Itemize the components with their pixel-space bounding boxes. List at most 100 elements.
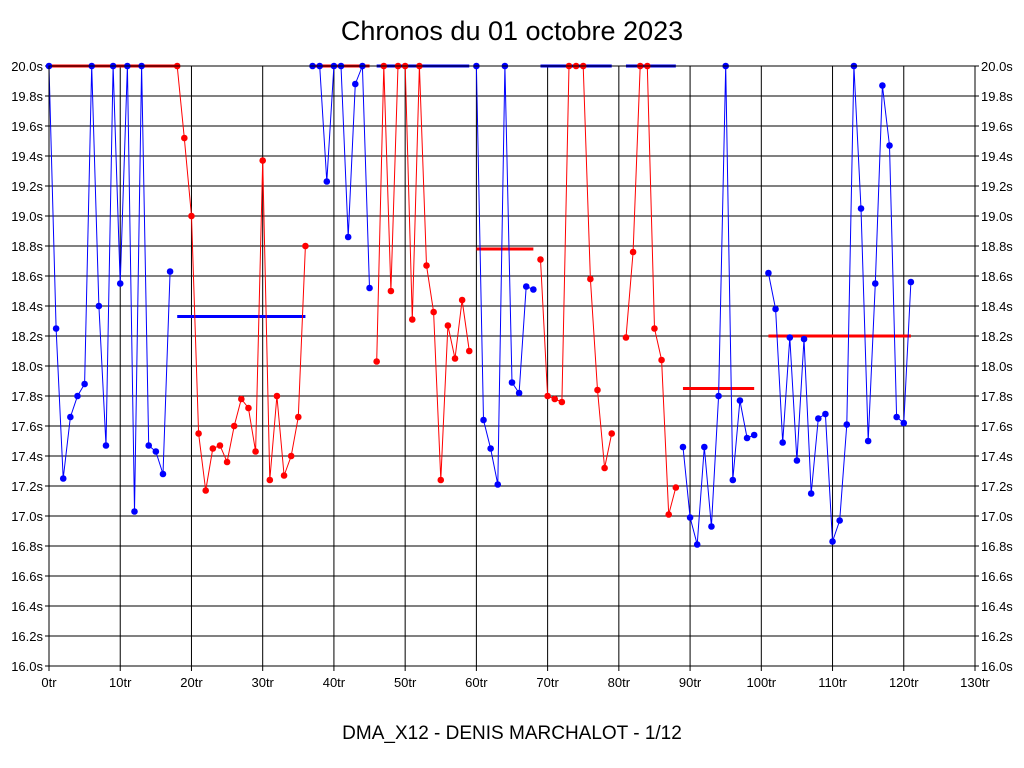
data-point	[245, 404, 252, 412]
data-point	[665, 511, 673, 518]
y-tick-label-right: 16.0s	[981, 659, 1013, 674]
data-point	[843, 421, 851, 428]
data-point	[508, 379, 516, 386]
data-point	[743, 434, 751, 442]
data-point	[131, 508, 138, 515]
x-tick-label: 70tr	[536, 675, 559, 690]
data-point	[387, 287, 395, 295]
data-point	[864, 437, 872, 445]
y-tick-label-right: 17.6s	[981, 419, 1013, 434]
series-line	[682, 65, 755, 545]
data-point	[522, 283, 530, 290]
data-point	[879, 82, 886, 89]
data-point	[608, 430, 616, 437]
data-point	[480, 416, 487, 424]
data-point	[651, 325, 658, 332]
data-point	[202, 487, 210, 494]
x-tick-label: 130tr	[960, 675, 990, 690]
data-point	[893, 413, 900, 421]
x-tick-label: 10tr	[109, 675, 132, 690]
data-point	[701, 443, 708, 451]
data-point	[693, 541, 701, 548]
y-tick-label-right: 19.4s	[981, 149, 1013, 164]
y-tick-label-right: 17.4s	[981, 449, 1013, 464]
data-point	[736, 397, 744, 404]
data-point	[373, 358, 380, 365]
x-tick-label: 0tr	[41, 675, 57, 690]
x-tick-label: 90tr	[679, 675, 702, 690]
data-point	[408, 316, 416, 323]
tick-labels: 0tr 10tr 20tr 30tr 40tr 50tr 60tr 70tr 80tr 90tr 1…	[11, 59, 1013, 690]
y-tick-label-right: 18.4s	[981, 299, 1013, 314]
series-line	[767, 65, 912, 542]
data-point	[715, 392, 722, 400]
y-tick-label-right: 17.8s	[981, 389, 1013, 404]
data-point	[886, 142, 893, 149]
y-tick-label-right: 18.8s	[981, 239, 1013, 254]
data-point	[836, 517, 843, 524]
data-point	[622, 334, 630, 341]
y-tick-label-right: 16.8s	[981, 539, 1013, 554]
data-point	[515, 389, 523, 397]
y-tick-label-right: 17.0s	[981, 509, 1013, 524]
data-point	[230, 422, 238, 430]
data-point	[729, 476, 737, 484]
data-point	[900, 419, 908, 427]
data-point	[287, 452, 295, 460]
y-tick-label-left: 20.0s	[11, 59, 43, 74]
series-lines	[48, 65, 912, 545]
data-point	[451, 355, 459, 362]
y-tick-label-left: 17.6s	[11, 419, 43, 434]
data-point	[601, 464, 608, 472]
y-tick-label-right: 16.4s	[981, 599, 1013, 614]
y-tick-label-left: 19.6s	[11, 119, 43, 134]
data-point	[786, 334, 794, 341]
y-tick-label-left: 18.0s	[11, 359, 43, 374]
data-point	[779, 439, 786, 446]
x-tick-label: 40tr	[323, 675, 346, 690]
data-point	[152, 448, 160, 455]
y-tick-label-left: 16.6s	[11, 569, 43, 584]
x-tick-label: 80tr	[608, 675, 631, 690]
data-point	[822, 410, 829, 418]
data-point	[366, 284, 373, 292]
y-tick-label-right: 16.6s	[981, 569, 1013, 584]
y-tick-label-left: 16.0s	[11, 659, 43, 674]
x-tick-label: 110tr	[818, 675, 847, 690]
data-point	[223, 458, 231, 466]
data-point	[765, 269, 772, 277]
data-point	[195, 430, 202, 437]
data-point	[807, 490, 815, 497]
data-point	[530, 286, 537, 293]
data-point	[544, 392, 551, 400]
y-tick-label-left: 16.8s	[11, 539, 43, 554]
data-point	[266, 476, 274, 484]
y-tick-label-left: 17.0s	[11, 509, 43, 524]
data-point	[166, 268, 174, 275]
data-point	[857, 205, 865, 212]
data-point	[59, 475, 67, 482]
data-point	[494, 481, 502, 488]
data-point	[74, 392, 81, 400]
data-point	[708, 523, 715, 530]
series-line	[176, 65, 306, 491]
data-point	[772, 305, 779, 313]
y-tick-label-right: 19.0s	[981, 209, 1013, 224]
y-tick-label-left: 18.4s	[11, 299, 43, 314]
y-tick-label-right: 18.0s	[981, 359, 1013, 374]
chart-footer: DMA_X12 - DENIS MARCHALOT - 1/12	[342, 723, 682, 744]
data-point	[423, 262, 430, 269]
data-point	[216, 442, 224, 449]
data-point	[302, 242, 309, 250]
y-tick-label-left: 17.4s	[11, 449, 43, 464]
y-tick-label-left: 16.2s	[11, 629, 43, 644]
y-tick-label-left: 19.4s	[11, 149, 43, 164]
data-point	[672, 484, 680, 491]
data-point	[907, 278, 915, 286]
y-tick-label-left: 16.4s	[11, 599, 43, 614]
data-point	[209, 445, 217, 452]
x-tick-label: 60tr	[465, 675, 488, 690]
data-point	[102, 442, 110, 449]
